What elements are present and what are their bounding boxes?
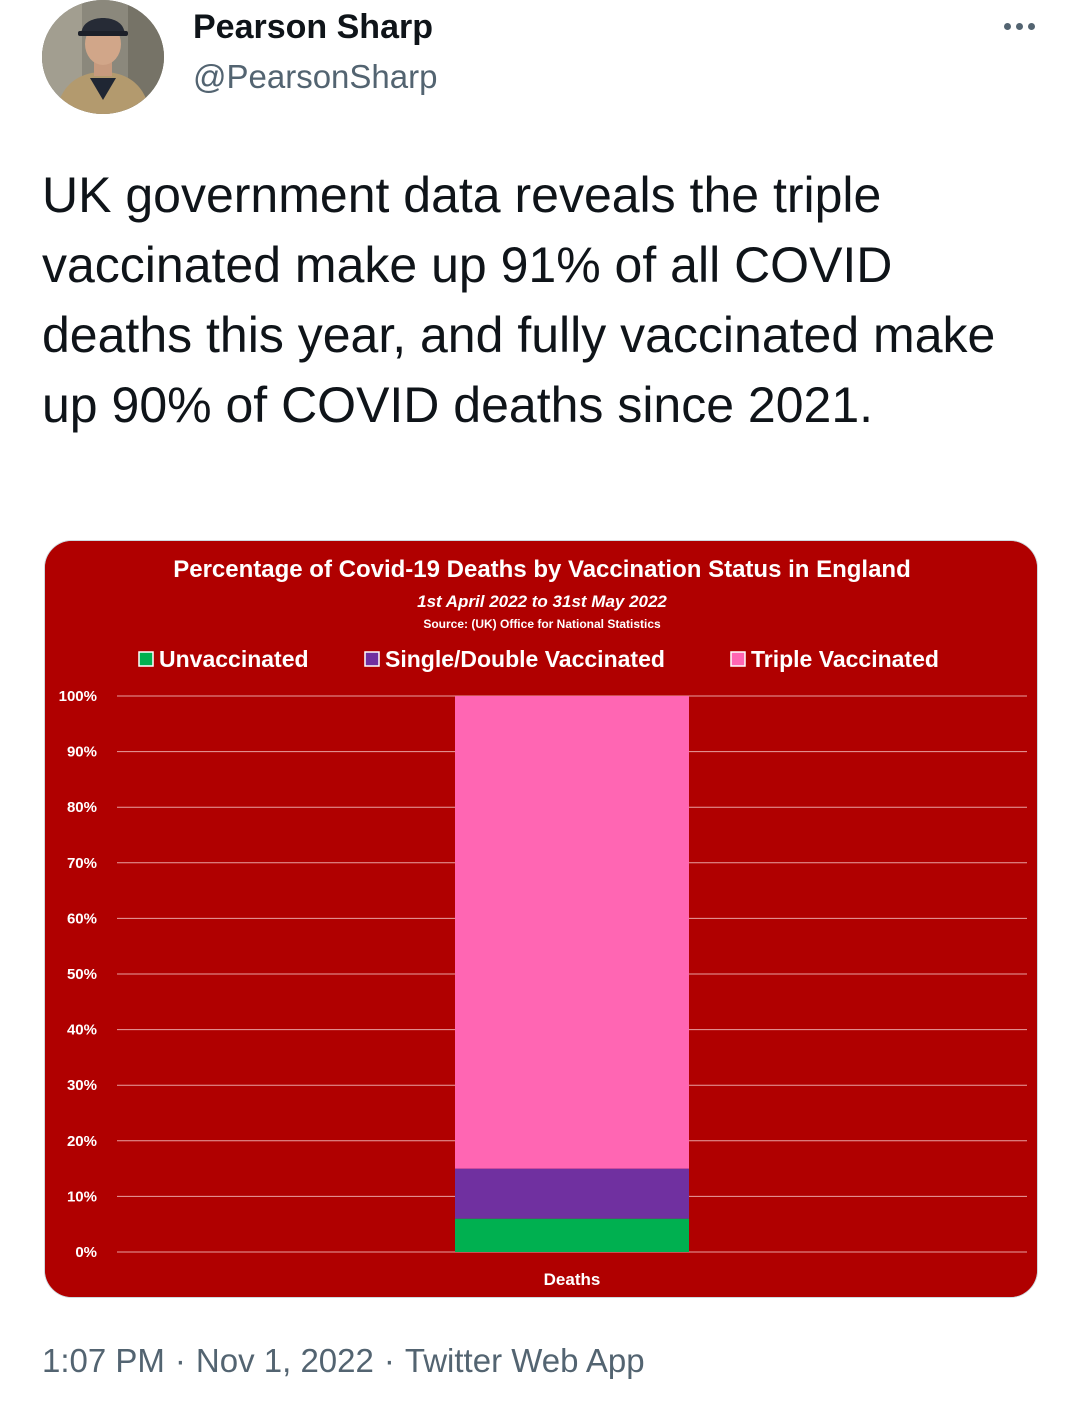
y-tick-label-9: 90% — [67, 744, 97, 761]
avatar[interactable] — [42, 0, 164, 114]
timestamp-separator: · — [174, 1342, 186, 1379]
chart-subtitle: 1st April 2022 to 31st May 2022 — [417, 592, 667, 611]
y-tick-label-1: 10% — [67, 1188, 97, 1205]
tweet-source[interactable]: Twitter Web App — [404, 1342, 645, 1379]
y-tick-label-6: 60% — [67, 910, 97, 927]
chart-source: Source: (UK) Office for National Statist… — [423, 617, 661, 631]
legend-label-2: Triple Vaccinated — [751, 646, 939, 672]
bar-segment-0 — [455, 1218, 689, 1252]
timestamp-separator: · — [383, 1342, 395, 1379]
x-category-label-0: Deaths — [544, 1270, 601, 1289]
legend-swatch-2 — [730, 651, 746, 667]
bar-segment-2 — [455, 696, 689, 1169]
legend-swatch-0 — [138, 651, 154, 667]
more-button[interactable] — [994, 6, 1044, 46]
chart-title: Percentage of Covid-19 Deaths by Vaccina… — [173, 556, 911, 583]
y-tick-label-8: 80% — [67, 799, 97, 816]
chart: Percentage of Covid-19 Deaths by Vaccina… — [45, 541, 1037, 1297]
more-horizontal-icon — [1001, 22, 1037, 30]
y-tick-label-10: 100% — [59, 688, 97, 705]
tweet-date[interactable]: Nov 1, 2022 — [195, 1342, 374, 1379]
tweet-media-chart[interactable]: Percentage of Covid-19 Deaths by Vaccina… — [44, 540, 1038, 1298]
y-tick-label-3: 30% — [67, 1077, 97, 1094]
bar-segment-1 — [455, 1168, 689, 1219]
legend-label-0: Unvaccinated — [159, 646, 309, 672]
y-tick-label-5: 50% — [67, 966, 97, 983]
legend-swatch-1 — [364, 651, 380, 667]
legend-label-1: Single/Double Vaccinated — [385, 646, 665, 672]
author-handle[interactable]: @PearsonSharp — [193, 58, 438, 95]
y-tick-label-4: 40% — [67, 1022, 97, 1039]
tweet-timestamp: 1:07 PM · Nov 1, 2022 · Twitter Web App — [42, 1342, 645, 1380]
y-tick-label-0: 0% — [75, 1244, 97, 1261]
y-tick-label-7: 70% — [67, 855, 97, 872]
tweet-text: UK government data reveals the triple va… — [42, 167, 996, 433]
author-name[interactable]: Pearson Sharp — [193, 8, 433, 46]
tweet-time[interactable]: 1:07 PM — [42, 1342, 165, 1379]
y-tick-label-2: 20% — [67, 1133, 97, 1150]
avatar-photo — [42, 0, 164, 114]
